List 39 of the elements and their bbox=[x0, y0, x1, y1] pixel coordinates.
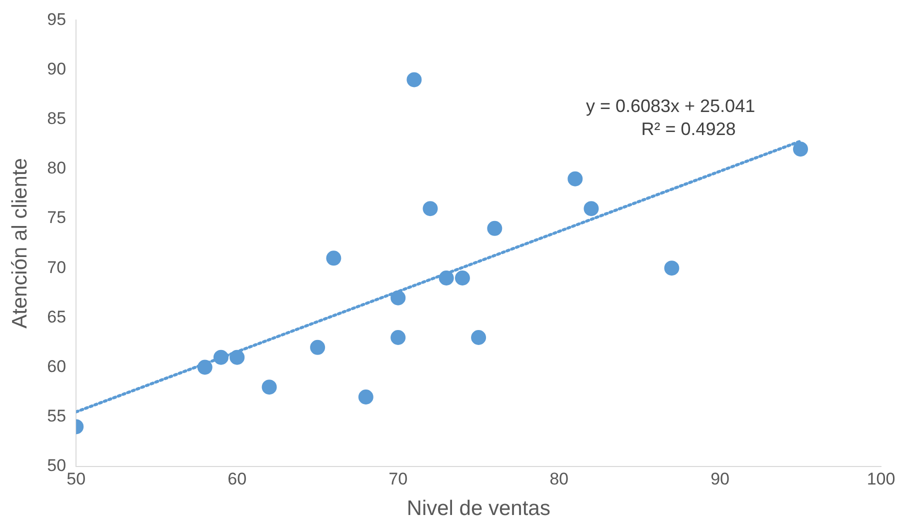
x-tick-label: 100 bbox=[866, 469, 896, 488]
point bbox=[471, 330, 486, 345]
y-tick-label: 85 bbox=[47, 109, 66, 128]
point bbox=[438, 270, 454, 286]
point bbox=[584, 201, 599, 216]
x-tick-label: 90 bbox=[710, 469, 730, 488]
point bbox=[568, 171, 583, 186]
point bbox=[390, 330, 406, 345]
x-tick-label: 60 bbox=[228, 469, 247, 488]
point bbox=[487, 220, 502, 236]
point bbox=[197, 360, 212, 375]
y-tick-label: 70 bbox=[47, 258, 66, 277]
point bbox=[406, 72, 422, 88]
point bbox=[262, 380, 277, 395]
x-tick-label: 80 bbox=[550, 469, 569, 488]
y-tick-label: 50 bbox=[47, 456, 66, 476]
point bbox=[230, 350, 245, 365]
point bbox=[793, 142, 808, 157]
y-tick-label: 65 bbox=[47, 307, 66, 326]
annotation: R² = 0.4928 bbox=[641, 119, 736, 140]
point bbox=[390, 290, 406, 306]
point bbox=[454, 270, 470, 286]
y-tick-label: 90 bbox=[47, 59, 66, 78]
y-tick-label: 95 bbox=[47, 10, 66, 29]
y-tick-label: 80 bbox=[47, 158, 66, 178]
x-axis-title: Nivel de ventas bbox=[406, 497, 550, 520]
point bbox=[213, 350, 228, 365]
y-tick-label: 55 bbox=[47, 406, 66, 426]
y-tick-label: 75 bbox=[47, 208, 66, 228]
x-tick-label: 70 bbox=[388, 469, 408, 488]
point bbox=[422, 201, 438, 216]
point bbox=[358, 389, 374, 404]
x-tick-label: 50 bbox=[66, 469, 86, 488]
point bbox=[310, 340, 326, 355]
annotation: y = 0.6083x + 25.041 bbox=[586, 96, 756, 116]
y-tick-label: 60 bbox=[47, 356, 66, 376]
point bbox=[664, 260, 680, 276]
y-axis-title: Atención al cliente bbox=[8, 158, 32, 329]
point bbox=[326, 250, 342, 266]
